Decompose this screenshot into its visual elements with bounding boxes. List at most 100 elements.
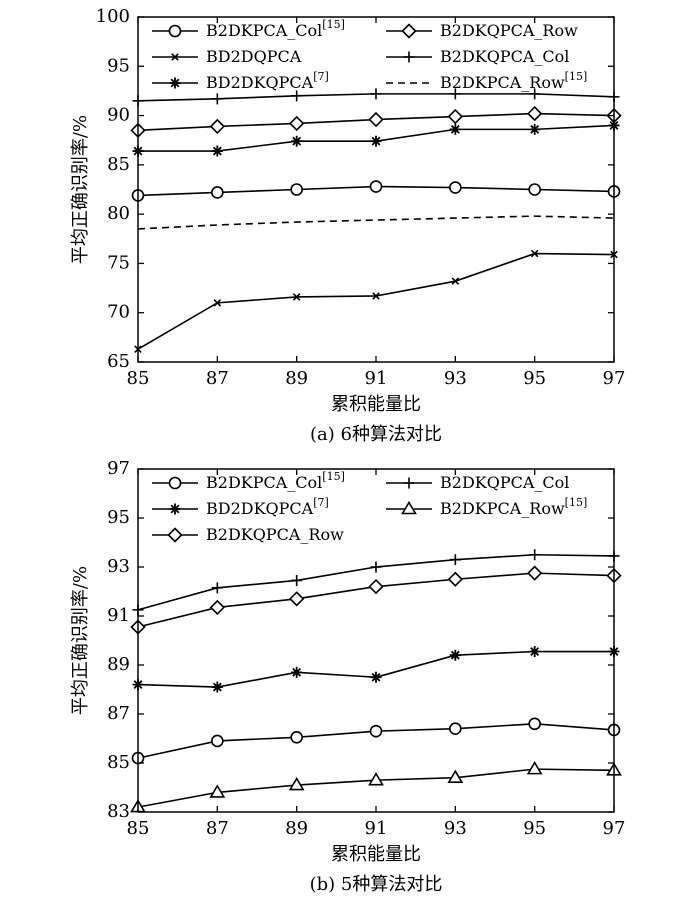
legend-name: BD2DKQPCA <box>206 499 314 518</box>
legend-name: B2DKQPCA_Col <box>440 47 569 66</box>
data-point-0-2 <box>290 183 303 196</box>
data-point-3-4 <box>447 769 464 784</box>
data-point-4-3 <box>370 135 382 147</box>
data-point-1-2 <box>289 115 305 132</box>
legend-label-1: B2DKQPCA_Row <box>440 21 578 40</box>
y-tick-label-4: 85 <box>107 154 130 175</box>
data-point-3-2 <box>291 90 303 102</box>
legend-ref: [7] <box>313 496 329 509</box>
data-point-3-3 <box>370 88 382 100</box>
data-point-4-1 <box>209 599 225 616</box>
legend-swatch-marker <box>403 477 415 489</box>
chart-panel-b: 85 87 89 91 93 95 978385878991939597累积能量比平均正确识… <box>70 458 625 895</box>
x-tick-label-6: 97 <box>603 368 626 389</box>
y-tick-label-7: 97 <box>107 458 130 479</box>
x-tick-label-4: 93 <box>444 368 467 389</box>
legend-swatch-marker <box>171 53 179 61</box>
data-point-2-1 <box>211 681 223 693</box>
x-tick-label-4: 93 <box>444 818 467 839</box>
data-point-0-5 <box>528 183 541 196</box>
data-point-1-3 <box>368 111 384 128</box>
data-point-1-5 <box>527 105 543 122</box>
data-point-1-5 <box>529 549 541 561</box>
data-point-2-4 <box>451 277 460 285</box>
y-tick-label-6: 95 <box>107 507 130 528</box>
x-tick-label-1: 87 <box>206 818 229 839</box>
data-point-4-2 <box>289 591 305 607</box>
plot-frame <box>137 468 615 813</box>
legend-label-3: B2DKQPCA_Col <box>440 47 569 66</box>
data-point-4-3 <box>368 578 384 595</box>
legend-swatch-marker <box>168 24 182 38</box>
y-tick-label-3: 80 <box>107 203 130 224</box>
data-point-4-5 <box>527 565 543 581</box>
x-tick-label-5: 95 <box>523 818 546 839</box>
data-point-1-3 <box>370 561 382 573</box>
data-point-3-1 <box>209 784 226 798</box>
x-axis-label: 累积能量比 <box>331 394 421 415</box>
legend-swatch-marker <box>401 23 417 39</box>
data-point-1-1 <box>211 582 223 594</box>
panel-caption: (b) 5种算法对比 <box>310 874 443 895</box>
legend-label-2: BD2DKQPCA[7] <box>206 496 329 518</box>
data-point-4-1 <box>211 145 223 157</box>
data-point-1-2 <box>291 574 303 586</box>
legend-swatch-marker <box>168 476 182 490</box>
legend-label-3: B2DKPCA_Row[15] <box>440 496 587 518</box>
legend-name: B2DKPCA_Col <box>206 473 322 492</box>
data-point-2-2 <box>292 293 301 301</box>
legend-name: BD2DKQPCA <box>206 73 314 92</box>
x-tick-label-0: 85 <box>127 818 150 839</box>
data-point-2-2 <box>291 666 303 678</box>
data-point-4-2 <box>291 135 303 147</box>
data-point-1-4 <box>447 108 463 125</box>
chart-panel-a: 85 87 89 91 93 95 97 65 70 75 80 85 90 95 100 累积能量比 平均正确… <box>70 6 625 445</box>
y-tick-label-2: 75 <box>107 252 130 273</box>
data-point-0-4 <box>449 722 462 736</box>
data-point-4-5 <box>529 123 541 135</box>
data-point-3-1 <box>211 93 223 105</box>
legend-name: B2DKQPCA_Col <box>440 473 569 492</box>
legend-swatch-marker <box>401 500 417 515</box>
legend-ref: [15] <box>322 18 345 31</box>
legend-label-0: B2DKPCA_Col[15] <box>206 18 345 40</box>
data-point-2-3 <box>370 671 382 683</box>
y-tick-label-6: 95 <box>107 55 130 76</box>
legend-swatch-marker <box>167 527 183 543</box>
y-tick-label-5: 90 <box>107 105 130 126</box>
x-tick-label-1: 87 <box>206 368 229 389</box>
y-tick-label-4: 91 <box>107 605 130 626</box>
data-point-0-5 <box>528 717 541 731</box>
legend-label-4: BD2DKQPCA[7] <box>206 70 329 92</box>
data-point-0-1 <box>211 186 224 199</box>
y-tick-label-3: 89 <box>107 654 130 675</box>
y-tick-label-1: 85 <box>107 752 130 773</box>
x-tick-label-3: 91 <box>365 368 388 389</box>
legend-swatch-marker <box>169 503 181 515</box>
legend-label-1: B2DKQPCA_Col <box>440 473 569 492</box>
data-point-3-3 <box>368 772 384 786</box>
data-point-0-2 <box>290 730 303 744</box>
legend-label-5: B2DKPCA_Row[15] <box>440 70 587 92</box>
data-point-1-4 <box>449 554 461 566</box>
data-point-3-5 <box>529 88 541 100</box>
x-tick-label-0: 85 <box>127 368 150 389</box>
y-tick-label-5: 93 <box>107 556 130 577</box>
data-point-3-4 <box>449 88 461 100</box>
data-point-4-4 <box>447 571 463 587</box>
legend-ref: [15] <box>565 70 588 83</box>
legend-swatch-marker <box>169 77 181 89</box>
data-point-2-3 <box>372 292 380 300</box>
legend-ref: [15] <box>322 470 345 483</box>
data-point-2-4 <box>449 649 461 661</box>
legend-name: B2DKPCA_Row <box>440 73 565 92</box>
data-point-2-1 <box>213 299 222 307</box>
y-axis-label: 平均正确识别率/% <box>70 115 91 264</box>
legend-name: BD2DQPCA <box>206 47 302 66</box>
y-tick-label-2: 87 <box>107 703 130 724</box>
legend-swatch-marker <box>403 51 415 63</box>
legend-label-0: B2DKPCA_Col[15] <box>206 470 345 492</box>
legend-label-4: B2DKQPCA_Row <box>206 525 344 544</box>
